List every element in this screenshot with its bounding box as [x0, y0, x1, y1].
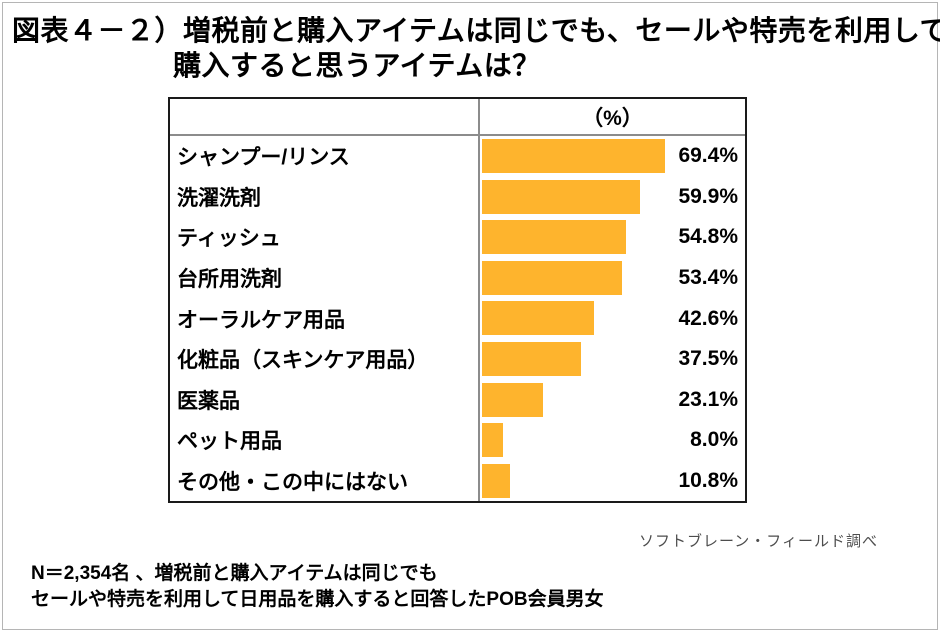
table-row: 化粧品（スキンケア用品） 37.5%: [170, 338, 745, 380]
bar-cell: 42.6%: [480, 298, 745, 339]
category-label: その他・この中にはない: [170, 460, 480, 502]
bar: [482, 301, 595, 336]
bar: [482, 220, 627, 255]
category-label: シャンプー/リンス: [170, 136, 480, 177]
bar-cell: 53.4%: [480, 258, 745, 299]
category-label: ペット用品: [170, 420, 480, 461]
source-credit: ソフトブレーン・フィールド調べ: [639, 533, 878, 550]
value-label: 8.0%: [690, 428, 738, 452]
value-label: 37.5%: [678, 347, 738, 371]
sample-note: N＝2,354名 、増税前と購入アイテムは同じでも セールや特売を利用して日用品…: [31, 561, 604, 613]
table-row: 台所用洗剤 53.4%: [170, 257, 745, 299]
value-label: 54.8%: [678, 225, 738, 249]
table-row: シャンプー/リンス 69.4%: [170, 136, 745, 177]
bar-cell: 37.5%: [480, 339, 745, 380]
value-label: 23.1%: [678, 387, 738, 411]
table-header-row: （%）: [170, 99, 745, 136]
category-label: 台所用洗剤: [170, 257, 480, 299]
bar-cell: 54.8%: [480, 217, 745, 258]
bar-cell: 10.8%: [480, 461, 745, 502]
sample-note-line2: セールや特売を利用して日用品を購入すると回答したPOB会員男女: [31, 589, 604, 610]
bar: [482, 423, 504, 458]
value-label: 53.4%: [678, 266, 738, 290]
category-label: 医薬品: [170, 379, 480, 421]
bar-cell: 59.9%: [480, 177, 745, 218]
header-cell-empty: [170, 99, 480, 134]
bar: [482, 260, 623, 295]
chart-title: 図表４－２）増税前と購入アイテムは同じでも、セールや特売を利用して 購入すると思…: [12, 13, 940, 83]
chart-table: （%） シャンプー/リンス 69.4% 洗濯洗剤 59.9% ティッシュ 54.…: [168, 97, 747, 504]
table-row: ティッシュ 54.8%: [170, 217, 745, 258]
value-label: 69.4%: [678, 144, 738, 168]
table-row: 洗濯洗剤 59.9%: [170, 176, 745, 218]
bar: [482, 382, 543, 417]
table-row: オーラルケア用品 42.6%: [170, 298, 745, 339]
bar: [482, 139, 665, 173]
chart-title-line2: 購入すると思うアイテムは？: [173, 50, 541, 81]
chart-title-line1: 図表４－２）増税前と購入アイテムは同じでも、セールや特売を利用して: [12, 15, 940, 46]
sample-note-line1: N＝2,354名 、増税前と購入アイテムは同じでも: [31, 563, 438, 584]
value-label: 59.9%: [678, 184, 738, 208]
table-row: ペット用品 8.0%: [170, 420, 745, 461]
bar-cell: 23.1%: [480, 380, 745, 421]
table-body: シャンプー/リンス 69.4% 洗濯洗剤 59.9% ティッシュ 54.8% 台…: [170, 136, 745, 502]
value-label: 42.6%: [678, 306, 738, 330]
category-label: ティッシュ: [170, 217, 480, 258]
table-row: その他・この中にはない 10.8%: [170, 460, 745, 502]
bar: [482, 179, 640, 214]
table-row: 医薬品 23.1%: [170, 379, 745, 421]
category-label: 化粧品（スキンケア用品）: [170, 338, 480, 380]
bar-cell: 69.4%: [480, 136, 745, 177]
category-label: オーラルケア用品: [170, 298, 480, 339]
percent-header: （%）: [582, 106, 643, 130]
bar: [482, 341, 581, 376]
value-label: 10.8%: [678, 469, 738, 493]
bar: [482, 463, 511, 498]
category-label: 洗濯洗剤: [170, 176, 480, 218]
bar-cell: 8.0%: [480, 420, 745, 461]
